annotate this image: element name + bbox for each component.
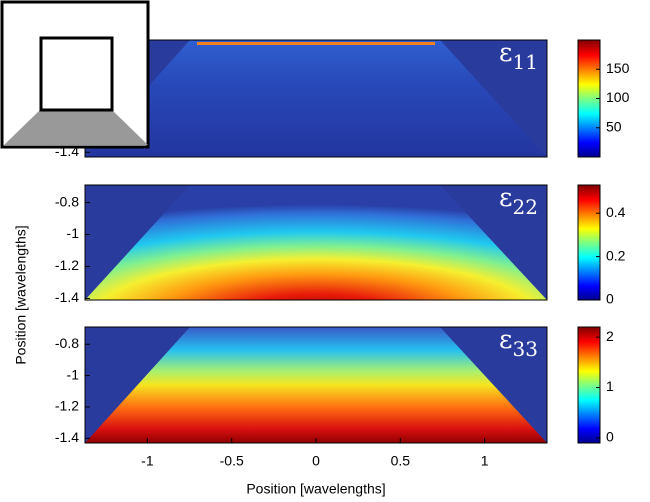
x-tick-label: 0: [312, 453, 320, 469]
colorbar-tick-label: 1: [606, 378, 614, 394]
colorbar-tick-label: 0: [606, 429, 614, 445]
panel-label-sub: 33: [512, 337, 537, 361]
y-axis-label: Position [wavelengths]: [13, 225, 29, 364]
colorbar-tick-label: 0.2: [606, 247, 626, 263]
colorbar-tick-label: 0: [606, 291, 614, 307]
colorbar: [578, 185, 600, 300]
x-tick-label: 0.5: [391, 453, 411, 469]
y-tick-label: -1.4: [55, 429, 79, 445]
y-tick-label: -1.2: [55, 257, 79, 273]
inset-icon: [2, 2, 148, 147]
panel: ε33 -0.8 -1 -1.2 -1.4 -1 -0.5 0 0.5 1 Position [wa…: [55, 325, 614, 497]
y-tick-label: -0.8: [55, 335, 79, 351]
x-tick-label: -0.5: [220, 453, 244, 469]
panel-label-symbol: ε: [499, 38, 512, 68]
heatmap-peak: [197, 42, 435, 45]
colorbar: [578, 327, 600, 443]
colorbar-tick-label: 100: [606, 89, 630, 105]
figure: ε11-1.450100150ε22-0.8-1-1.2-1.4Position…: [0, 0, 650, 502]
x-tick-label: 1: [481, 453, 489, 469]
x-tick-label: -1: [141, 453, 154, 469]
panel-label-symbol: ε: [499, 183, 512, 213]
y-tick-label: -1.4: [55, 289, 79, 305]
colorbar-tick-label: 0.4: [606, 204, 626, 220]
panel-label-symbol: ε: [499, 325, 512, 355]
colorbar-tick-label: 2: [606, 328, 614, 344]
colorbar-tick-label: 50: [606, 118, 622, 134]
x-axis-label: Position [wavelengths]: [246, 481, 385, 497]
y-tick-label: -1: [67, 366, 80, 382]
y-tick-label: -1.2: [55, 398, 79, 414]
colorbar-tick-label: 150: [606, 60, 630, 76]
panel-label-sub: 22: [512, 195, 537, 219]
y-tick-label: -1: [67, 225, 80, 241]
panel-label-sub: 11: [512, 50, 537, 74]
y-tick-label: -0.8: [55, 193, 79, 209]
